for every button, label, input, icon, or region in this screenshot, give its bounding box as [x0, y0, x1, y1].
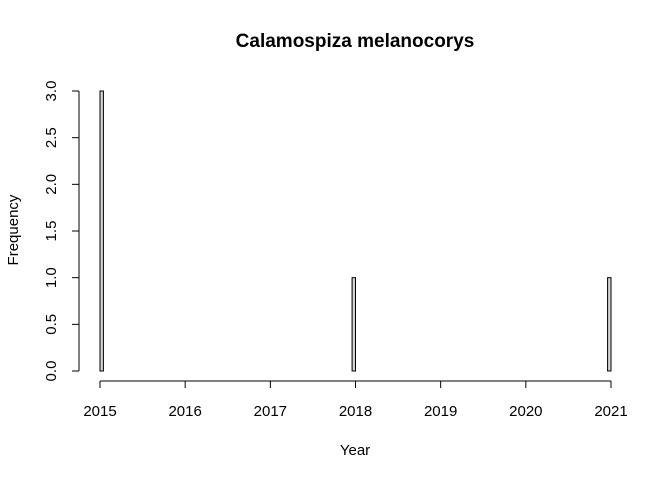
histogram-bar — [351, 277, 356, 372]
x-tick-label: 2018 — [339, 403, 372, 420]
x-tick-label: 2019 — [424, 403, 457, 420]
histogram-bar — [607, 277, 612, 372]
x-axis-label: Year — [340, 442, 370, 459]
x-tick-label: 2017 — [254, 403, 287, 420]
x-tick-label: 2020 — [509, 403, 542, 420]
y-tick-label: 0.0 — [43, 361, 60, 382]
x-axis: 2015 2016 2017 2018 2019 2020 2021 — [83, 380, 628, 420]
x-tick-label: 2015 — [83, 403, 116, 420]
y-tick-label: 2.5 — [43, 127, 60, 148]
y-tick-label: 1.5 — [43, 221, 60, 242]
y-tick-label: 0.5 — [43, 314, 60, 335]
y-tick-label: 2.0 — [43, 174, 60, 195]
chart-title: Calamospiza melanocorys — [236, 31, 475, 52]
x-tick-label: 2016 — [168, 403, 201, 420]
y-axis-label: Frequency — [5, 194, 22, 265]
histogram-bar — [99, 90, 104, 372]
bars-group — [99, 90, 612, 372]
y-tick-label: 3.0 — [43, 81, 60, 102]
x-tick-label: 2021 — [594, 403, 627, 420]
y-tick-label: 1.0 — [43, 267, 60, 288]
y-axis: 0.0 0.5 1.0 1.5 2.0 2.5 3.0 — [43, 81, 80, 382]
